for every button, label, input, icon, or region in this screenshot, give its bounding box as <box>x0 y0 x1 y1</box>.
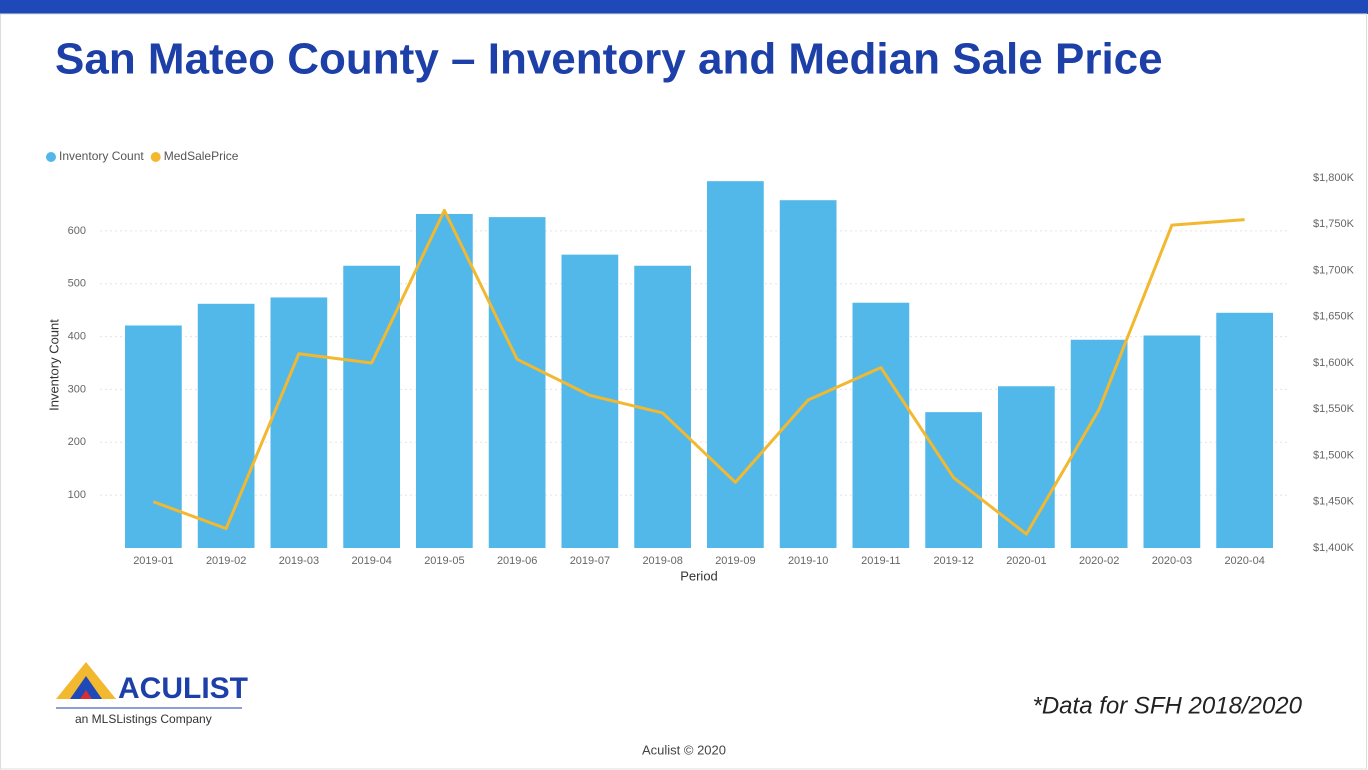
x-tick-label: 2019-09 <box>715 555 755 567</box>
y2-tick-label: $1,650K <box>1313 311 1355 323</box>
y-tick-label: 400 <box>68 330 86 342</box>
bar <box>925 412 982 548</box>
bar <box>1216 312 1273 548</box>
x-tick-label: 2019-11 <box>861 555 901 567</box>
bar <box>416 213 473 548</box>
x-tick-label: 2020-02 <box>1079 555 1119 567</box>
bar <box>197 303 255 548</box>
line <box>152 208 1245 536</box>
x-tick-label: 2020-01 <box>1006 555 1046 567</box>
bar <box>270 297 328 548</box>
y2-tick-label: $1,800K <box>1313 172 1355 184</box>
bar <box>488 217 546 548</box>
data-note: *Data for SFH 2018/2020 <box>1033 692 1303 719</box>
legend-marker <box>46 152 56 162</box>
x-tick-label: 2019-12 <box>933 555 973 567</box>
x-tick-label: 2020-04 <box>1224 555 1264 567</box>
bar <box>852 302 910 548</box>
y-tick-label: 100 <box>68 489 86 501</box>
legend-label: Inventory Count <box>59 149 144 163</box>
footer: Aculist © 2020 <box>642 742 726 757</box>
y2-tick-label: $1,450K <box>1313 496 1355 508</box>
bar <box>707 181 764 548</box>
y2-tick-label: $1,600K <box>1313 357 1355 369</box>
legend-label: MedSalePrice <box>164 149 239 163</box>
chart-title: San Mateo County – Inventory and Median … <box>55 35 1163 84</box>
y-tick-label: 200 <box>68 436 86 448</box>
x-tick-label: 2019-03 <box>279 555 319 567</box>
bar <box>779 200 837 548</box>
bar <box>1143 335 1201 548</box>
y2-tick-label: $1,700K <box>1313 264 1355 276</box>
x-tick-label: 2019-07 <box>570 555 610 567</box>
logo: ACULIST an MLSListings Company <box>56 662 248 726</box>
logo-a-inner <box>80 690 92 699</box>
logo-tagline: an MLSListings Company <box>75 712 212 726</box>
y2-tick-label: $1,550K <box>1313 403 1355 415</box>
bar <box>998 386 1055 548</box>
bar <box>343 265 400 548</box>
y-axis-title: Inventory Count <box>46 319 61 411</box>
x-tick-label: 2019-06 <box>497 555 537 567</box>
x-tick-label: 2019-01 <box>133 555 173 567</box>
logo-name: ACULIST <box>118 672 248 705</box>
x-tick-label: 2019-10 <box>788 555 828 567</box>
y2-tick-label: $1,400K <box>1313 542 1355 554</box>
legend-marker <box>150 152 161 162</box>
bar <box>125 325 182 548</box>
y-tick-label: 300 <box>68 383 86 395</box>
top-bar <box>0 0 1368 14</box>
y-tick-label: 500 <box>68 278 86 290</box>
x-axis-title: Period <box>680 568 718 583</box>
x-tick-label: 2019-02 <box>206 555 246 567</box>
slide-border <box>0 13 1367 770</box>
x-tick-label: 2019-05 <box>424 555 464 567</box>
logo-a <box>70 676 102 699</box>
y2-tick-label: $1,750K <box>1313 218 1355 230</box>
y2-tick-label: $1,500K <box>1313 449 1355 461</box>
x-tick-label: 2019-04 <box>351 555 391 567</box>
x-tick-label: 2020-03 <box>1152 555 1192 567</box>
x-tick-label: 2019-08 <box>642 555 682 567</box>
y-tick-label: 600 <box>68 225 86 237</box>
